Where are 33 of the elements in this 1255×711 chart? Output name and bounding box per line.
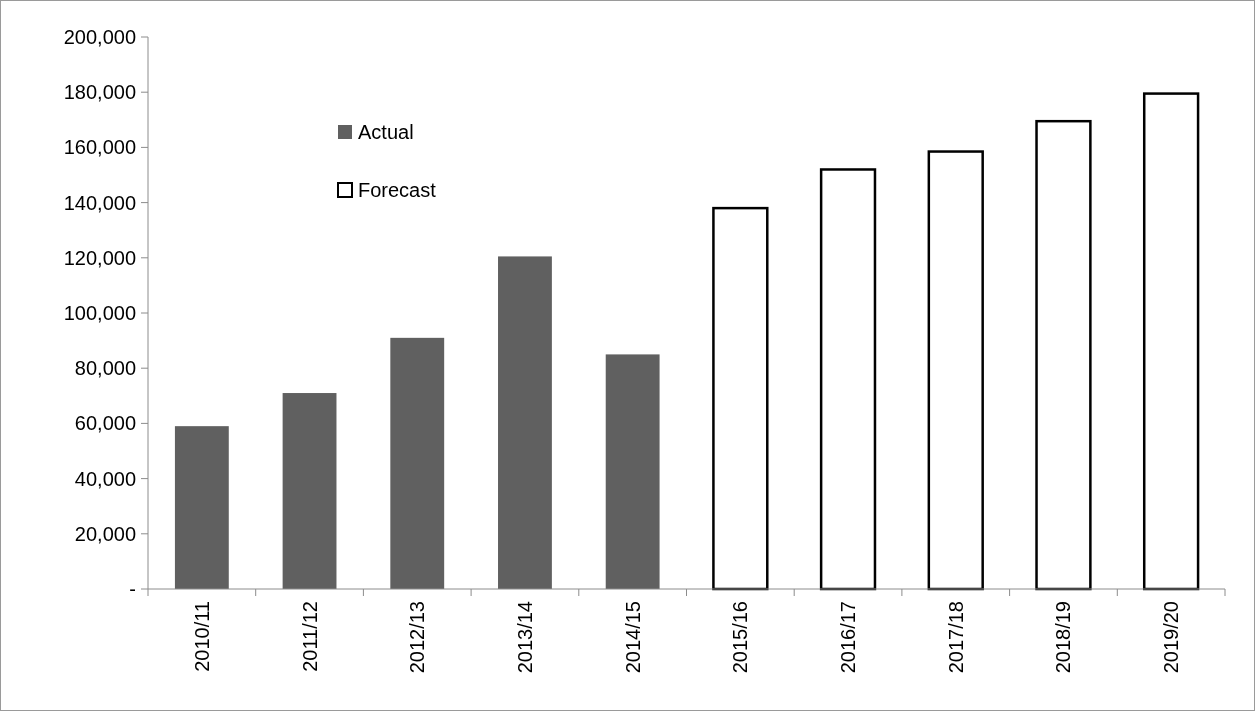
y-tick-label: 60,000: [74, 412, 136, 435]
bar: [390, 337, 445, 589]
x-tick-label: 2019/20: [1160, 601, 1183, 674]
x-tick-label: 2016/17: [837, 601, 860, 674]
y-tick-label: -: [129, 578, 136, 600]
y-tick-label: 180,000: [63, 81, 136, 104]
y-tick-label: 200,000: [63, 26, 136, 48]
y-tick-label: 20,000: [74, 522, 136, 545]
legend-label: Actual: [358, 121, 414, 143]
x-tick-label: 2017/18: [944, 601, 967, 674]
y-tick-label: 80,000: [74, 357, 136, 380]
y-tick-label: 120,000: [63, 246, 136, 269]
bar: [282, 393, 337, 589]
x-tick-label: 2013/14: [513, 601, 536, 674]
bar: [1142, 92, 1200, 591]
y-tick-label: 140,000: [63, 191, 136, 214]
bar: [819, 168, 877, 591]
bar: [498, 256, 552, 589]
bar: [712, 206, 769, 591]
bar: [927, 150, 984, 591]
bar: [174, 426, 229, 589]
legend-label: Forecast: [358, 179, 437, 201]
x-tick-label: 2018/19: [1052, 601, 1075, 674]
x-tick-label: 2010/11: [190, 601, 213, 672]
x-tick-label: 2011/12: [298, 601, 321, 672]
y-tick-label: 40,000: [74, 467, 136, 490]
x-tick-label: 2015/16: [729, 601, 752, 674]
bar: [605, 354, 660, 589]
x-tick-label: 2012/13: [406, 601, 429, 674]
y-tick-label: 100,000: [63, 302, 136, 324]
bar: [1035, 119, 1092, 591]
y-tick-label: 160,000: [63, 136, 136, 159]
x-tick-label: 2014/15: [621, 601, 644, 674]
